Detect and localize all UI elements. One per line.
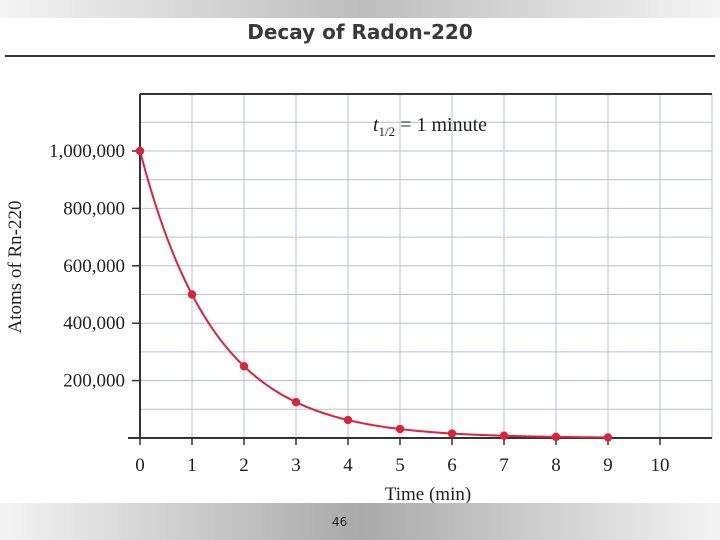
top-gradient-bar <box>0 0 720 18</box>
decay-chart: 0 1 2 3 4 5 6 7 8 9 10 200,000 400,000 600,000 800,000… <box>5 93 713 505</box>
chart-tick-labels: 0 1 2 3 4 5 6 7 8 9 10 200,000 400,000 600,000 800,000… <box>49 141 670 476</box>
x-tick-label: 2 <box>239 455 249 476</box>
x-axis-label: Time (min) <box>385 484 471 505</box>
x-tick-label: 7 <box>499 455 509 476</box>
chart-grid <box>140 94 713 438</box>
x-tick-label: 3 <box>291 455 301 476</box>
data-point <box>135 146 145 156</box>
x-tick-label: 1 <box>187 455 197 476</box>
x-tick-label: 9 <box>603 455 613 476</box>
data-point <box>187 290 197 299</box>
data-point <box>603 433 613 442</box>
x-tick-label: 6 <box>447 455 457 476</box>
y-axis-label: Atoms of Rn-220 <box>5 201 26 334</box>
data-point <box>499 431 509 440</box>
data-point <box>239 362 249 371</box>
bottom-gradient-bar <box>0 503 720 540</box>
y-tick-label: 600,000 <box>63 256 125 277</box>
x-tick-label: 0 <box>135 455 145 476</box>
x-tick-label: 8 <box>551 455 561 476</box>
chart-axes <box>128 93 712 445</box>
y-tick-label: 800,000 <box>63 198 125 219</box>
page-number: 46 <box>332 515 348 529</box>
page-title: Decay of Radon-220 <box>247 20 473 44</box>
x-tick-label: 5 <box>395 455 405 476</box>
half-life-annotation: t1/2 = 1 minute <box>373 114 487 139</box>
decay-curve-series <box>139 150 609 439</box>
x-tick-label: 10 <box>651 455 670 476</box>
y-tick-label: 400,000 <box>63 313 125 334</box>
decay-curve-line <box>139 150 609 439</box>
title-divider <box>5 55 715 57</box>
x-tick-label: 4 <box>343 455 353 476</box>
data-points <box>135 146 613 442</box>
data-point <box>551 432 561 442</box>
data-point <box>447 429 457 438</box>
data-point <box>343 415 353 425</box>
data-point <box>291 397 301 407</box>
y-tick-label: 200,000 <box>63 371 125 392</box>
y-tick-label: 1,000,000 <box>49 141 125 162</box>
data-point <box>395 424 405 434</box>
